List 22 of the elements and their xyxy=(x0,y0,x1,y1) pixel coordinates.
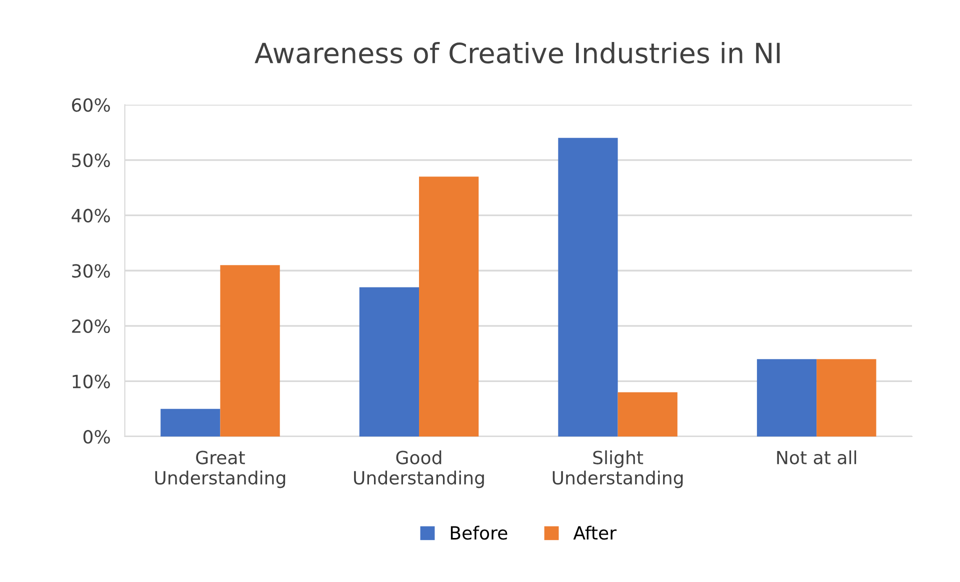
y-tick-label: 40% xyxy=(72,208,110,222)
x-tick-label: Not at all xyxy=(777,450,856,464)
legend-label: After xyxy=(573,526,617,540)
bar xyxy=(816,359,876,436)
x-tick-label: Slight Understanding xyxy=(552,450,683,488)
y-tick-label: 20% xyxy=(72,319,110,334)
y-tick-label: 30% xyxy=(72,264,110,278)
legend-label: Before xyxy=(450,526,508,540)
y-tick-label: 50% xyxy=(72,154,110,168)
chart-title: Awareness of Creative Industries in NI xyxy=(254,42,780,64)
y-tick-label: 10% xyxy=(72,374,110,388)
bar xyxy=(160,408,220,436)
bar xyxy=(220,265,280,436)
bar xyxy=(756,359,817,436)
bar xyxy=(618,392,678,436)
bar xyxy=(558,138,618,436)
bar xyxy=(359,287,420,436)
y-tick-label: 0% xyxy=(83,430,110,444)
bar xyxy=(419,176,479,436)
y-tick-label: 60% xyxy=(72,98,110,112)
x-tick-label: Great Understanding xyxy=(155,450,286,488)
x-tick-label: Good Understanding xyxy=(354,450,484,488)
